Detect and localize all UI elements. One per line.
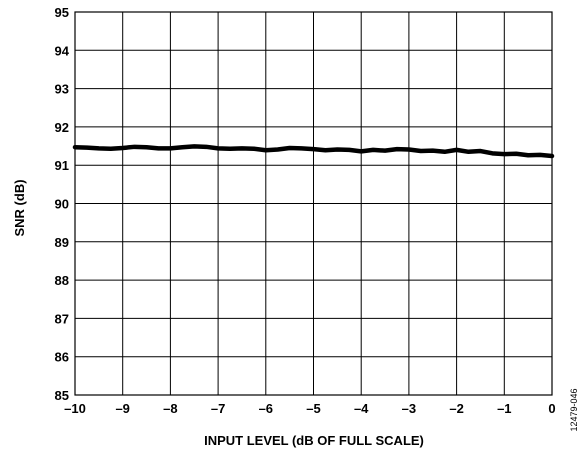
x-tick-label: –2	[449, 401, 463, 416]
x-tick-label: –3	[402, 401, 416, 416]
x-tick-label: –4	[354, 401, 369, 416]
y-tick-label: 93	[55, 82, 69, 97]
y-tick-label: 86	[55, 350, 69, 365]
y-tick-label: 88	[55, 273, 69, 288]
y-tick-label: 94	[55, 43, 70, 58]
x-axis-tick-labels: –10 –9 –8 –7 –6 –5 –4 –3 –2 –1 0	[64, 401, 555, 416]
y-tick-label: 87	[55, 311, 69, 326]
x-tick-label: –5	[306, 401, 320, 416]
y-axis-tick-labels: 85 86 87 88 89 90 91 92 93 94 95	[55, 5, 70, 403]
x-tick-label: –10	[64, 401, 86, 416]
x-tick-label: –6	[259, 401, 273, 416]
y-tick-label: 90	[55, 197, 69, 212]
plot-frame	[74, 11, 553, 396]
figure-id-label: 12479-046	[569, 388, 579, 431]
y-tick-label: 89	[55, 235, 69, 250]
y-tick-label: 91	[55, 158, 69, 173]
y-tick-label: 85	[55, 388, 69, 403]
y-tick-label: 92	[55, 120, 69, 135]
x-tick-label: –9	[115, 401, 129, 416]
grid-lines	[74, 11, 553, 396]
x-tick-label: –7	[211, 401, 225, 416]
x-axis-label: INPUT LEVEL (dB OF FULL SCALE)	[204, 433, 424, 448]
x-tick-label: 0	[548, 401, 555, 416]
x-tick-label: –1	[497, 401, 511, 416]
snr-series-line	[72, 144, 555, 159]
x-tick-label: –8	[163, 401, 177, 416]
y-tick-label: 95	[55, 5, 69, 20]
y-axis-label: SNR (dB)	[12, 179, 27, 236]
